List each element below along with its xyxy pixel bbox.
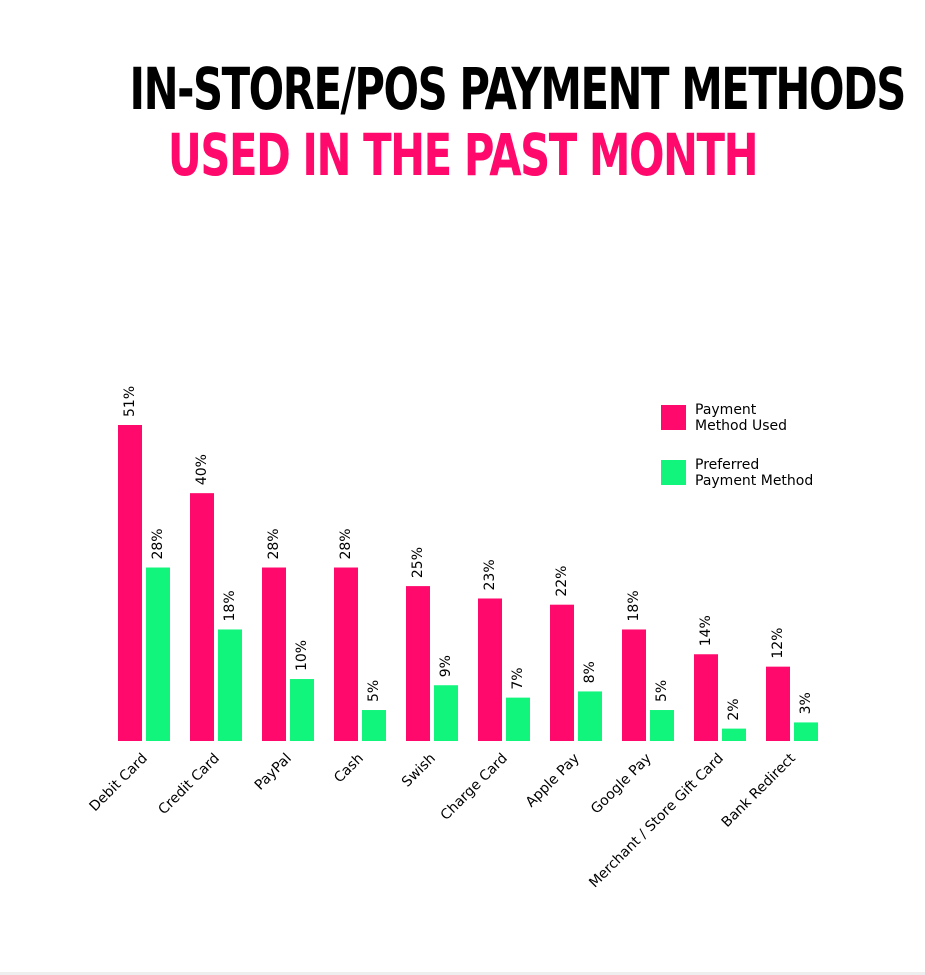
value-label-preferred-9: 3% [798,692,814,714]
legend-label-1-line1: Preferred [695,457,759,473]
value-label-preferred-0: 28% [150,528,166,559]
x-tick-labels-group: Debit Card Credit Card PayPal Cash SwishChar… [87,750,800,891]
bar-used-5 [478,598,502,741]
title-line-2: USED IN THE PAST MONTH [167,121,759,189]
value-labels-group: 51% 28% 40% 18% 28% 10% 28% 5% 25% 9% 23% 7% 22% 8% 18… [122,386,814,721]
bar-used-2 [262,567,286,741]
x-tick-label-6: Apple Pay [523,751,583,811]
bar-used-8 [694,654,718,741]
bar-preferred-9 [794,722,818,741]
value-label-preferred-6: 8% [582,661,598,683]
bar-used-6 [550,604,574,741]
x-tick-label-9: Bank Redirect [719,750,800,831]
legend-swatch-0 [661,405,686,430]
value-label-used-3: 28% [338,528,354,559]
value-label-used-4: 25% [410,547,426,578]
x-tick-label-7: Google Pay [588,751,655,818]
legend-swatch-1 [661,460,686,485]
bars-group [118,425,818,741]
chart-title: IN-STORE/POS PAYMENT METHODS USED IN THE… [0,56,925,188]
bar-used-3 [334,567,358,741]
value-label-used-6: 22% [554,566,570,597]
value-label-used-2: 28% [266,528,282,559]
value-label-preferred-7: 5% [654,680,670,702]
value-label-preferred-5: 7% [510,667,526,689]
bar-preferred-6 [578,691,602,741]
bottom-divider [0,972,925,975]
x-tick-label-0: Debit Card [87,751,151,815]
value-label-used-0: 51% [122,386,138,417]
value-label-preferred-4: 9% [438,655,454,677]
bar-used-7 [622,629,646,741]
value-label-preferred-2: 10% [294,640,310,671]
bar-preferred-7 [650,710,674,741]
bar-preferred-2 [290,679,314,741]
value-label-used-5: 23% [482,559,498,590]
bar-used-9 [766,666,790,741]
value-label-preferred-1: 18% [222,590,238,621]
legend-label-1-line2: Payment Method [695,473,813,489]
value-label-used-9: 12% [770,628,786,659]
value-label-used-1: 40% [194,454,210,485]
x-tick-label-5: Charge Card [438,751,511,824]
bar-used-4 [406,586,430,741]
x-tick-label-2: PayPal [252,751,295,794]
bar-preferred-4 [434,685,458,741]
x-tick-label-1: Credit Card [155,751,222,818]
x-tick-label-3: Cash [331,751,367,787]
bar-preferred-8 [722,728,746,741]
bar-preferred-3 [362,710,386,741]
bar-preferred-1 [218,629,242,741]
bar-preferred-0 [146,567,170,741]
x-tick-label-8: Merchant / Store Gift Card [586,751,727,892]
bar-used-1 [190,493,214,741]
value-label-used-7: 18% [626,590,642,621]
x-tick-label-4: Swish [399,751,439,791]
value-label-used-8: 14% [698,615,714,646]
bar-used-0 [118,425,142,741]
title-line-1: IN-STORE/POS PAYMENT METHODS [129,55,907,123]
legend-label-0-line1: Payment [695,402,757,418]
value-label-preferred-8: 2% [726,698,742,720]
bar-preferred-5 [506,697,530,741]
legend-label-0-line2: Method Used [695,418,787,434]
value-label-preferred-3: 5% [366,680,382,702]
